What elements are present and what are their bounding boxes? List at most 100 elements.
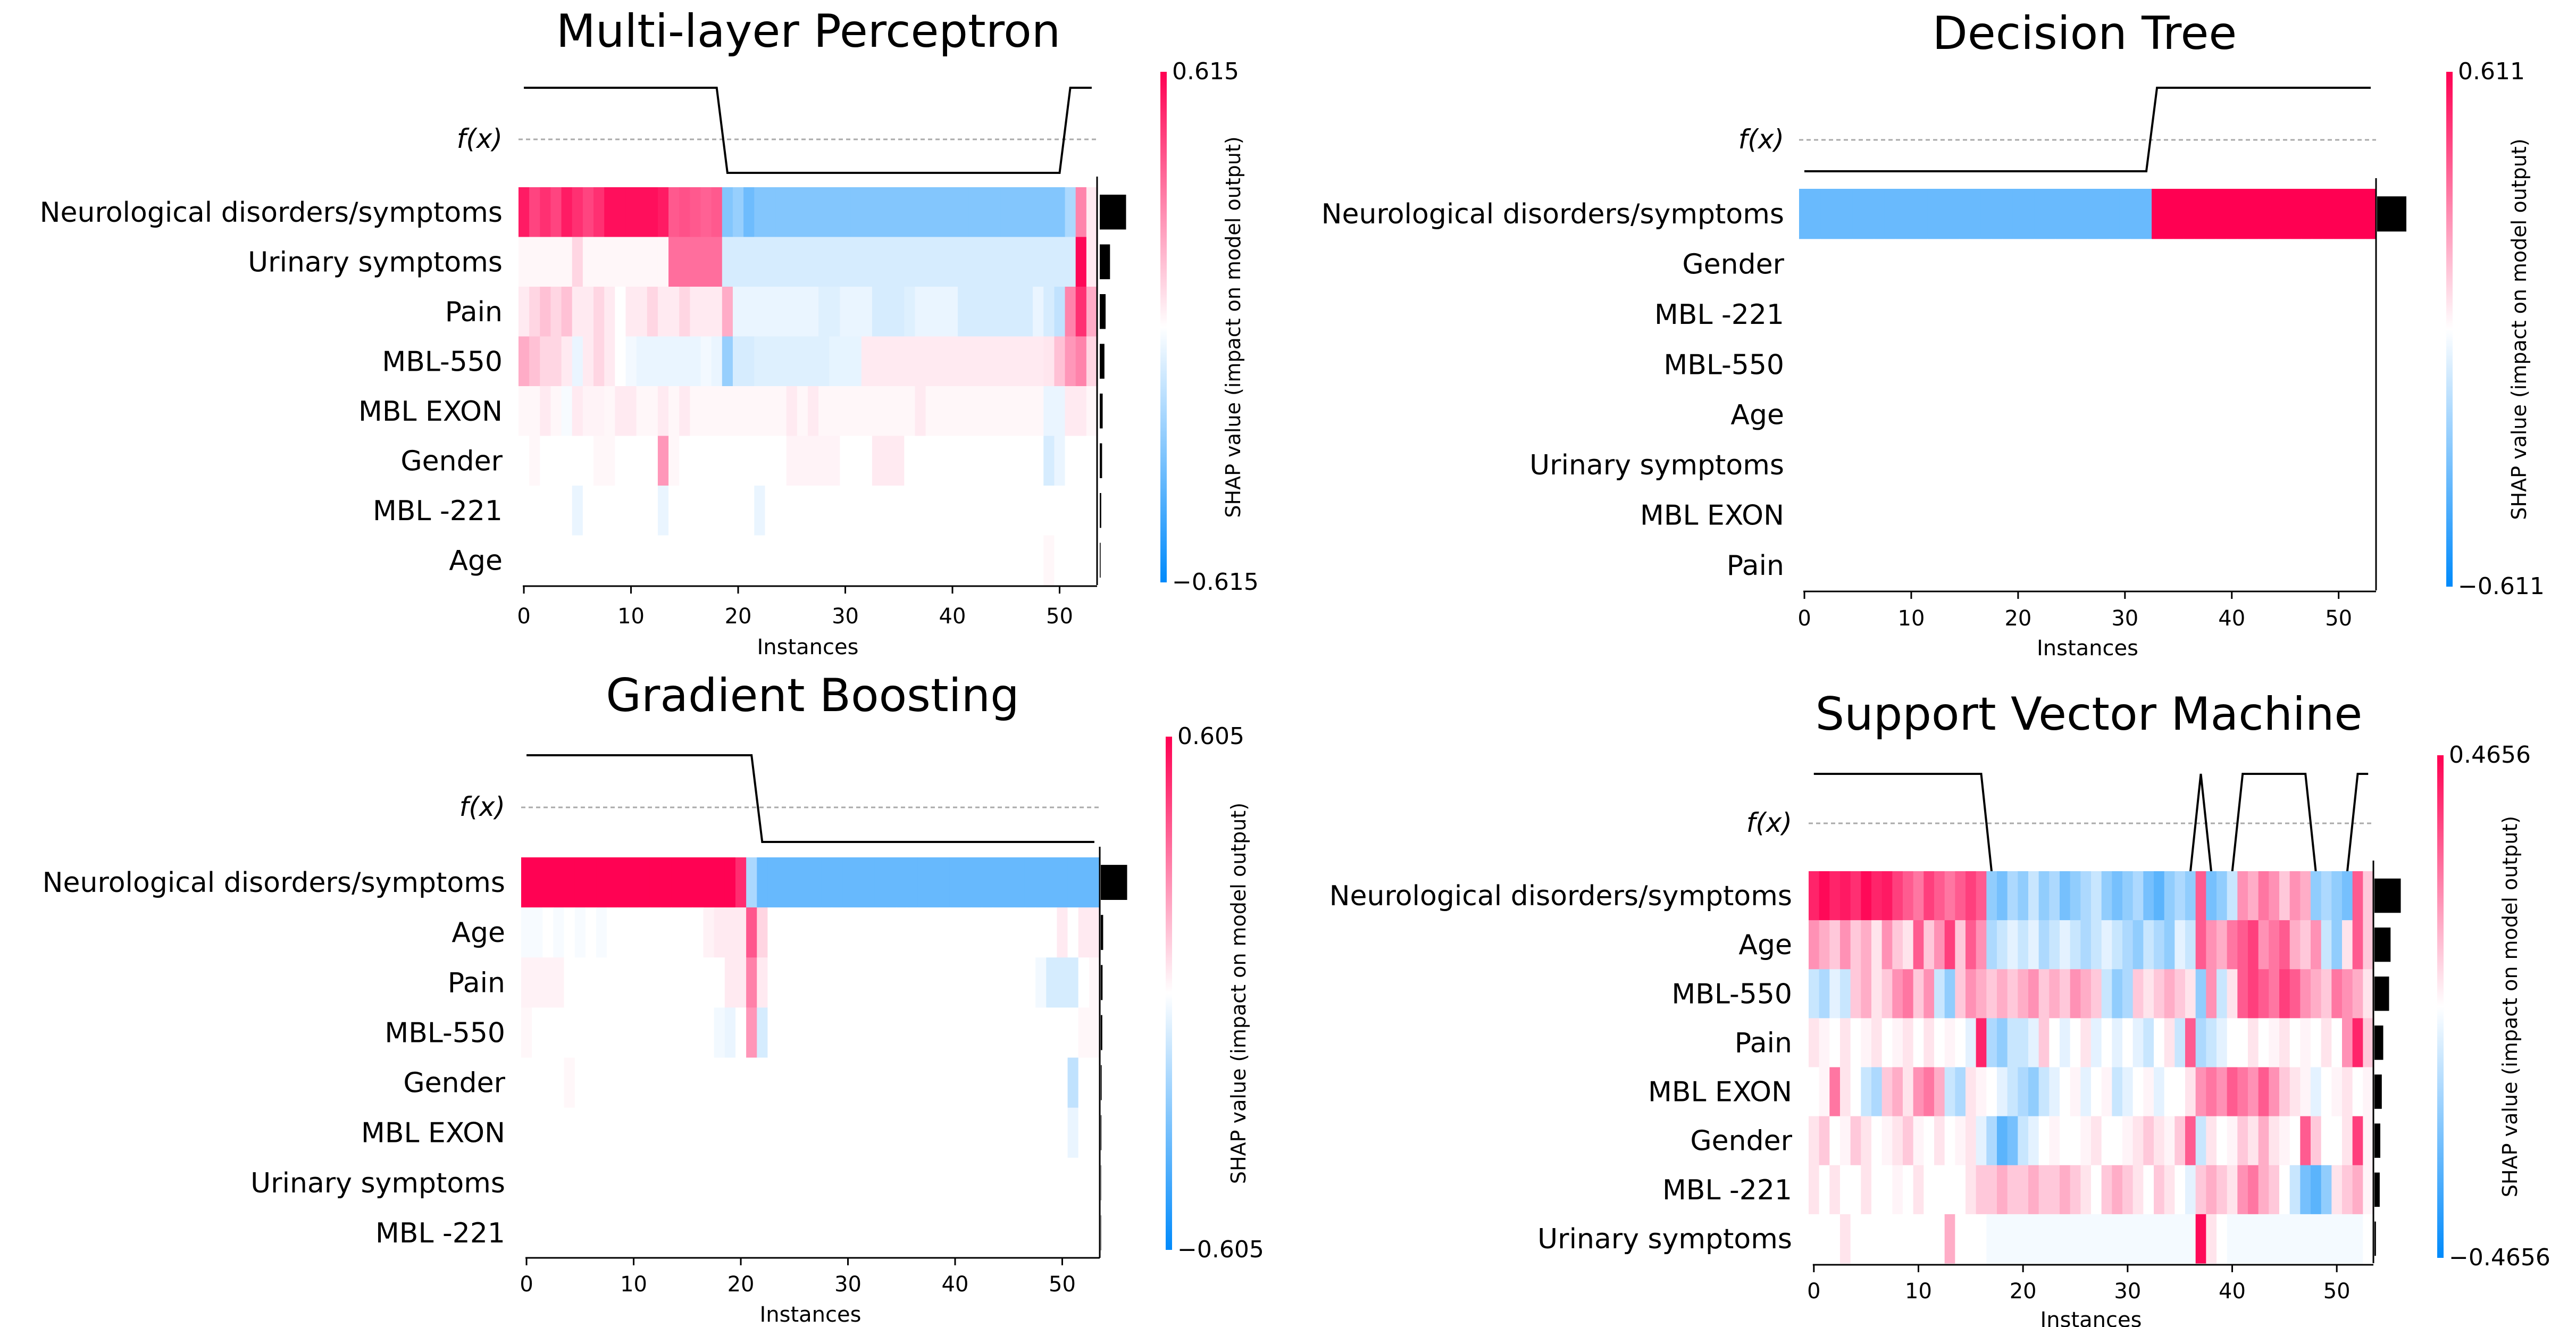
- heatmap-cell: [724, 1157, 736, 1208]
- heatmap-cell: [808, 187, 819, 238]
- heatmap-cell: [797, 436, 808, 486]
- heatmap-cell: [735, 907, 747, 958]
- heatmap-cell: [2258, 439, 2270, 490]
- heatmap-cell: [703, 907, 715, 958]
- heatmap-cell: [2290, 339, 2302, 390]
- heatmap-cell: [2226, 490, 2238, 541]
- heatmap-cell: [992, 1107, 1004, 1158]
- heatmap-cell: [1011, 187, 1023, 238]
- heatmap-cell: [628, 907, 640, 958]
- heatmap-cell: [1970, 239, 1981, 290]
- heatmap-cell: [1980, 239, 1992, 290]
- heatmap-cell: [2290, 490, 2302, 541]
- heatmap-cell: [1046, 1157, 1058, 1208]
- heatmap-cell: [2130, 189, 2142, 239]
- heatmap-cell: [2311, 1067, 2322, 1117]
- heatmap-cell: [893, 336, 905, 387]
- heatmap-cell: [1892, 1116, 1903, 1166]
- x-tick-label: 50: [2323, 1279, 2351, 1304]
- heatmap-cell: [1054, 386, 1066, 437]
- heatmap-cell: [735, 1207, 747, 1258]
- heatmap-cell: [2087, 389, 2099, 440]
- heatmap-cell: [2130, 540, 2142, 591]
- heatmap-cell: [1905, 339, 1917, 390]
- heatmap-cell: [724, 1057, 736, 1108]
- heatmap-cell: [615, 436, 626, 486]
- heatmap-cell: [1934, 1116, 1945, 1166]
- heatmap-cell: [2154, 1116, 2165, 1166]
- heatmap-cell: [2290, 439, 2302, 490]
- heatmap-cell: [2258, 1165, 2269, 1215]
- heatmap-cell: [550, 535, 562, 586]
- heatmap-cell: [1986, 1067, 1997, 1117]
- heatmap-cell: [2247, 540, 2259, 591]
- heatmap-cell: [1810, 189, 1821, 239]
- heatmap-cell: [2311, 1116, 2322, 1166]
- heatmap-cell: [2007, 1214, 2018, 1264]
- heatmap-cell: [1927, 389, 1938, 440]
- heatmap-cell: [722, 386, 733, 437]
- heatmap-cell: [786, 336, 798, 387]
- heatmap-cell: [786, 287, 798, 337]
- heatmap-cell: [2237, 969, 2248, 1019]
- heatmap-cell: [778, 957, 790, 1008]
- heatmap-cell: [907, 1157, 918, 1208]
- heatmap-cell: [1970, 189, 1981, 239]
- heatmap-cell: [1976, 920, 1987, 970]
- heatmap-cell: [639, 1107, 650, 1158]
- heatmap-cell: [1086, 436, 1098, 486]
- heatmap-cell: [821, 1207, 832, 1258]
- heatmap-cell: [2028, 1165, 2039, 1215]
- x-tick-label: 10: [1898, 606, 1925, 631]
- heatmap-cell: [1799, 540, 1810, 591]
- heatmap-cell: [521, 1007, 532, 1058]
- heatmap-cell: [1043, 237, 1055, 287]
- heatmap-cell: [1089, 1157, 1100, 1208]
- heatmap-cell: [2023, 289, 2035, 340]
- heatmap-cell: [1970, 490, 1981, 541]
- heatmap-cell: [625, 187, 637, 238]
- heatmap-cell: [2143, 1165, 2154, 1215]
- importance-bar: [1100, 344, 1105, 379]
- heatmap-cell: [1852, 239, 1864, 290]
- heatmap-cell: [2080, 969, 2092, 1019]
- heatmap-cell: [1842, 540, 1853, 591]
- heatmap-cell: [2154, 1214, 2165, 1264]
- heatmap-cell: [829, 386, 841, 437]
- feature-label: MBL -221: [1654, 299, 1784, 331]
- heatmap-cell: [607, 957, 618, 1008]
- heatmap-cell: [853, 1007, 865, 1058]
- heatmap-cell: [682, 1057, 693, 1108]
- heatmap-cell: [872, 287, 883, 337]
- heatmap-cell: [893, 535, 905, 586]
- heatmap-cell: [1046, 1107, 1058, 1158]
- heatmap-cell: [1934, 1018, 1945, 1068]
- importance-bar: [2374, 878, 2401, 913]
- heatmap-cell: [925, 535, 937, 586]
- heatmap-cell: [778, 1057, 790, 1108]
- heatmap-cell: [915, 237, 926, 287]
- heatmap-cell: [1948, 339, 1960, 390]
- heatmap-cell: [968, 386, 980, 437]
- heatmap-cell: [1035, 1107, 1047, 1158]
- heatmap-cell: [2119, 339, 2131, 390]
- x-tick-label: 10: [617, 604, 645, 629]
- heatmap-cell: [682, 857, 693, 908]
- heatmap-cell: [990, 187, 1001, 238]
- heatmap-cell: [874, 857, 886, 908]
- heatmap-cell: [1871, 1067, 1883, 1117]
- heatmap-cell: [1980, 540, 1992, 591]
- heatmap-cell: [754, 436, 766, 486]
- heatmap-cell: [647, 535, 658, 586]
- heatmap-cell: [1024, 1157, 1036, 1208]
- heatmap-cell: [949, 1157, 961, 1208]
- heatmap-cell: [532, 1157, 543, 1208]
- heatmap-cell: [1024, 1207, 1036, 1258]
- heatmap-cell: [917, 957, 929, 1008]
- heatmap-cell: [2227, 1018, 2238, 1068]
- heatmap-cell: [907, 1107, 918, 1158]
- heatmap-cell: [1078, 1207, 1090, 1258]
- heatmap-cell: [615, 486, 626, 536]
- heatmap-cell: [1003, 1107, 1015, 1158]
- heatmap-cell: [2122, 1165, 2134, 1215]
